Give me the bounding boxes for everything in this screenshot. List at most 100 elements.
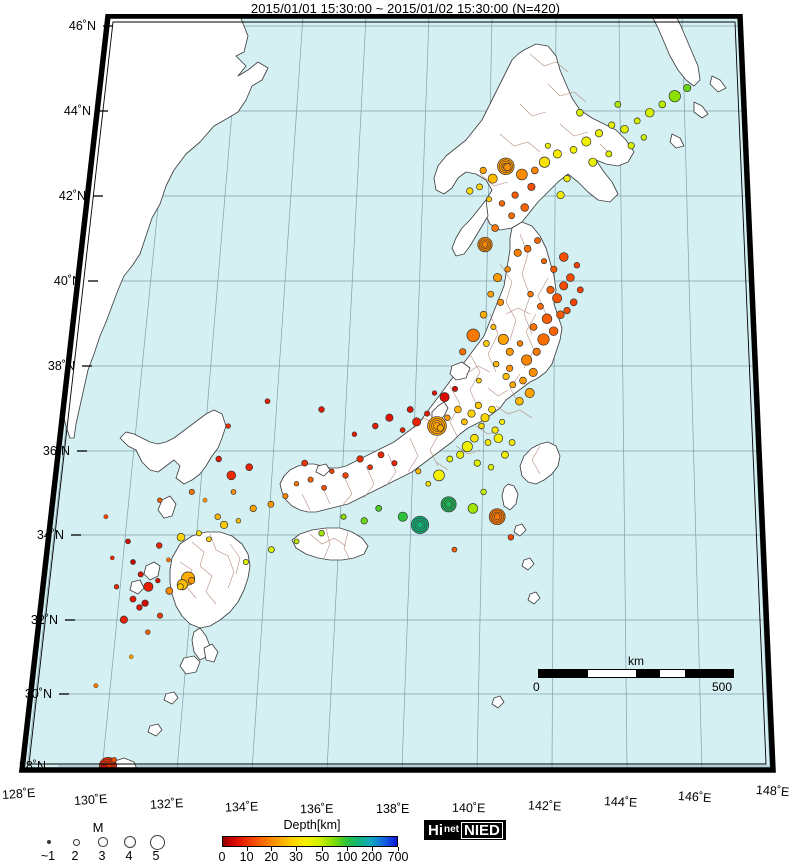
epicenter-marker — [552, 293, 563, 304]
epicenter-marker — [532, 347, 541, 356]
epicenter-marker — [307, 476, 314, 483]
epicenter-marker — [214, 513, 221, 520]
lat-label-28: 28˚N — [18, 759, 46, 773]
epicenter-marker — [486, 196, 493, 203]
epicenter-marker — [202, 497, 208, 503]
epicenter-marker — [156, 542, 163, 549]
magnitude-legend-title: M — [92, 820, 104, 835]
epicenter-marker — [544, 142, 551, 149]
epicenter-marker — [540, 258, 547, 265]
epicenter-marker — [504, 266, 511, 273]
magnitude-legend-label: 2 — [71, 849, 79, 863]
epicenter-marker — [476, 183, 483, 191]
epicenter-marker — [550, 265, 558, 273]
epicenter-marker — [527, 182, 536, 191]
epicenter-marker — [490, 324, 497, 331]
epicenter-marker — [141, 599, 149, 607]
epicenter-marker-ring — [493, 513, 501, 520]
epicenter-marker — [506, 364, 514, 372]
epicenter-marker — [493, 433, 504, 444]
epicenter-marker — [491, 224, 499, 232]
magnitude-legend: M ~1 2 3 4 5 — [28, 820, 168, 863]
epicenter-marker-ring — [429, 418, 445, 434]
epicenter-marker — [431, 390, 438, 396]
epicenter-marker — [451, 546, 458, 553]
epicenter-marker-ring — [414, 519, 426, 531]
epicenter-marker — [474, 401, 482, 409]
magnitude-legend-circle — [149, 834, 165, 850]
lon-label-144: 144˚E — [603, 794, 638, 810]
kuril-island-1 — [693, 101, 709, 119]
epicenter-marker — [293, 538, 300, 545]
epicenter-marker — [516, 168, 528, 181]
epicenter-marker — [559, 252, 569, 262]
epicenter-marker — [476, 377, 482, 384]
lon-label-136: 136˚E — [299, 801, 334, 817]
lon-label-130: 130˚E — [73, 791, 108, 809]
epicenter-marker — [137, 571, 144, 578]
epicenter-marker — [466, 187, 474, 195]
epicenter-marker — [516, 340, 524, 347]
epicenter-marker — [566, 273, 575, 282]
epicenter-marker — [668, 90, 681, 103]
izu-peninsula — [501, 483, 519, 511]
tsushima — [157, 495, 177, 519]
epicenter-marker — [143, 581, 154, 592]
oki-islands — [315, 463, 331, 477]
hinet-nied-logo: Hi net NIED — [424, 820, 506, 840]
epicenter-marker — [487, 173, 498, 184]
epicenter-marker — [456, 450, 465, 459]
depth-colorbar-tick — [322, 847, 324, 851]
epicenter-marker — [301, 459, 309, 467]
tokara-island-1 — [147, 723, 163, 737]
lat-label-42: 42˚N — [58, 189, 86, 203]
epicenter-marker-ring — [492, 511, 503, 522]
epicenter-marker — [188, 488, 195, 495]
epicenter-marker — [509, 381, 517, 389]
map-canvas[interactable] — [0, 14, 811, 786]
magnitude-legend-label: ~1 — [40, 849, 56, 863]
epicenter-marker — [488, 508, 506, 526]
epicenter-marker — [569, 146, 578, 154]
epicenter-marker — [620, 124, 629, 134]
epicenter-marker — [230, 489, 237, 495]
epicenter-marker — [452, 385, 459, 392]
epicenter-marker-ring — [480, 240, 490, 250]
epicenter-marker — [581, 136, 592, 147]
epicenter-marker — [436, 424, 444, 432]
epicenter-marker — [487, 464, 495, 471]
epicenter-marker — [187, 577, 196, 585]
epicenter-marker — [440, 496, 457, 513]
epicenter-marker — [321, 484, 327, 491]
lat-label-46: 46˚N — [68, 19, 96, 33]
epicenter-marker — [479, 310, 488, 319]
epicenter-marker — [399, 427, 406, 433]
epicenter-marker — [614, 101, 622, 108]
kuril-island-2 — [709, 75, 727, 93]
epicenter-marker — [264, 398, 271, 405]
epicenter-marker — [226, 470, 237, 481]
epicenter-marker-ring — [498, 159, 513, 174]
map-area[interactable]: 46˚N 44˚N 42˚N 40˚N 38˚N 36˚N 34˚N 32˚N … — [0, 14, 811, 786]
yakushima — [179, 655, 201, 675]
logo-nied-text: NIED — [461, 821, 503, 839]
epicenter-marker — [576, 286, 584, 294]
epicenter-marker — [225, 423, 231, 429]
sado-island — [449, 361, 471, 381]
depth-colorbar-label: 200 — [361, 850, 383, 864]
epicenter-marker — [375, 505, 383, 512]
epicenter-marker — [541, 313, 553, 325]
epicenter-marker — [129, 595, 137, 603]
epicenter-marker — [497, 333, 509, 345]
epicenter-marker — [523, 244, 532, 253]
epicenter-marker — [454, 405, 462, 414]
epicenter-marker — [157, 497, 163, 503]
epicenter-marker — [340, 513, 347, 520]
izu-island-1 — [513, 523, 527, 537]
epicenter-marker — [556, 191, 565, 200]
epicenter-marker — [195, 530, 202, 537]
epicenter-marker — [176, 583, 184, 591]
frame-ticks — [59, 25, 113, 695]
epicenter-marker — [501, 450, 509, 459]
epicenter-marker — [559, 281, 569, 291]
